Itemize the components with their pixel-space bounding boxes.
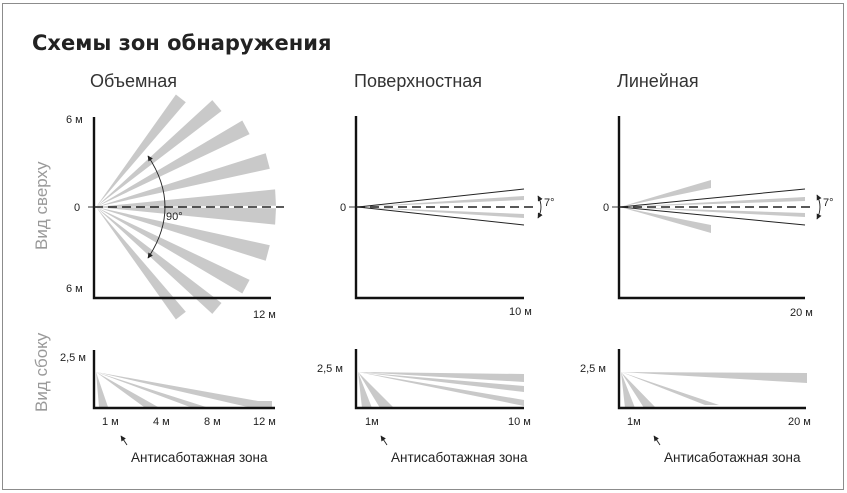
volumetric-beam-1 (96, 94, 186, 207)
linear-side-beam-4 (621, 372, 807, 383)
linear-side-view: 2,5 м 1м 20 м Антисаботажная зона (580, 349, 811, 465)
linear-side-beam-3 (621, 372, 719, 405)
volumetric-top-axes (92, 117, 271, 300)
linear-side-height-label: 2,5 м (580, 363, 606, 375)
surface-antisabotage-arrow (380, 435, 388, 446)
linear-side-beam-1m (621, 372, 635, 408)
linear-beam-short-upper (620, 180, 711, 207)
surface-antisabotage-label: Антисаботажная зона (391, 450, 528, 465)
linear-side-tick-1: 1м (627, 416, 641, 428)
surface-side-beam-5 (358, 372, 524, 382)
surface-side-beam-2 (358, 372, 394, 408)
surface-side-beam-4 (358, 372, 524, 392)
surface-x-end-label: 10 м (509, 306, 532, 318)
volumetric-side-height-label: 2,5 м (60, 352, 86, 364)
linear-beam-long-lower (620, 207, 805, 217)
row-label-side-view: Вид сбоку (32, 332, 51, 412)
volumetric-beam-2 (96, 100, 222, 207)
volumetric-beam-4 (96, 153, 270, 207)
linear-cone-lines (619, 188, 806, 226)
volumetric-side-beam-4m (96, 372, 158, 407)
volumetric-side-beam-12m (96, 372, 272, 408)
volumetric-side-beam-1m (96, 372, 108, 407)
volumetric-beam-3 (96, 120, 250, 207)
volumetric-beam-6 (96, 207, 276, 225)
surface-beam-upper (358, 196, 524, 207)
surface-side-height-label: 2,5 м (317, 363, 343, 375)
volumetric-side-beam-8m (96, 372, 206, 407)
column-linear: Линейная (617, 71, 699, 91)
volumetric-beams (96, 94, 276, 320)
volumetric-beam-9 (96, 207, 222, 314)
surface-top-axes (354, 116, 524, 300)
linear-angle-label: 7° (823, 197, 834, 209)
surface-side-tick-1: 1м (365, 416, 379, 428)
volumetric-beam-10 (96, 207, 186, 320)
column-surface: Поверхностная (354, 71, 482, 91)
linear-top-view: 0 7° 20 м (603, 116, 834, 319)
linear-angle-arc (816, 194, 822, 220)
volumetric-angle-arc (147, 155, 166, 259)
volumetric-beam-8 (96, 207, 250, 294)
volumetric-side-tick-3: 8 м (204, 416, 221, 428)
surface-top-view: 0 7° 10 м (340, 116, 555, 318)
surface-side-tick-2: 10 м (508, 416, 531, 428)
volumetric-top-view: 6 м 0 6 м 12 м 90° (66, 94, 284, 321)
volumetric-side-tick-4: 12 м (253, 416, 276, 428)
surface-cone-lines (357, 188, 525, 226)
volumetric-antisabotage-label: Антисаботажная зона (131, 450, 268, 465)
linear-antisabotage-label: Антисаботажная зона (664, 450, 801, 465)
row-label-top-view: Вид сверху (32, 161, 51, 250)
volumetric-side-view: 2,5 м 1 м 4 м 8 м 12 м Антисаботажная зо… (60, 350, 276, 465)
volumetric-x-end-label: 12 м (253, 309, 276, 321)
volumetric-y-up-label: 6 м (66, 114, 83, 126)
linear-side-axes (617, 349, 806, 410)
linear-top-axes (617, 116, 805, 300)
diagram-frame (2, 3, 844, 490)
surface-zero-label: 0 (340, 202, 346, 214)
volumetric-side-tick-2: 4 м (153, 416, 170, 428)
volumetric-side-tick-1: 1 м (102, 416, 119, 428)
linear-side-tick-2: 20 м (788, 416, 811, 428)
surface-angle-label: 7° (544, 197, 555, 209)
volumetric-antisabotage-arrow (120, 435, 128, 446)
surface-side-beam-3 (358, 372, 524, 406)
surface-side-view: 2,5 м 1м 10 м Антисаботажная зона (317, 349, 531, 465)
surface-side-beam-1m (358, 372, 372, 408)
linear-zero-label: 0 (603, 202, 609, 214)
surface-beam-lower (358, 207, 524, 218)
surface-side-axes (354, 349, 524, 410)
column-volumetric: Объемная (90, 71, 177, 91)
surface-angle-arc (537, 195, 543, 219)
linear-beam-short-lower (620, 207, 711, 233)
page-title: Схемы зон обнаружения (32, 31, 331, 55)
volumetric-angle-label: 90° (166, 211, 183, 223)
linear-side-beam-2 (621, 372, 656, 408)
volumetric-beam-7 (96, 207, 270, 261)
volumetric-side-axes (92, 350, 275, 410)
volumetric-zero-label: 0 (74, 202, 80, 214)
volumetric-beam-5 (96, 189, 276, 207)
linear-antisabotage-arrow (653, 435, 661, 446)
linear-x-end-label: 20 м (790, 307, 813, 319)
volumetric-y-down-label: 6 м (66, 283, 83, 295)
linear-beam-long-upper (620, 197, 805, 207)
